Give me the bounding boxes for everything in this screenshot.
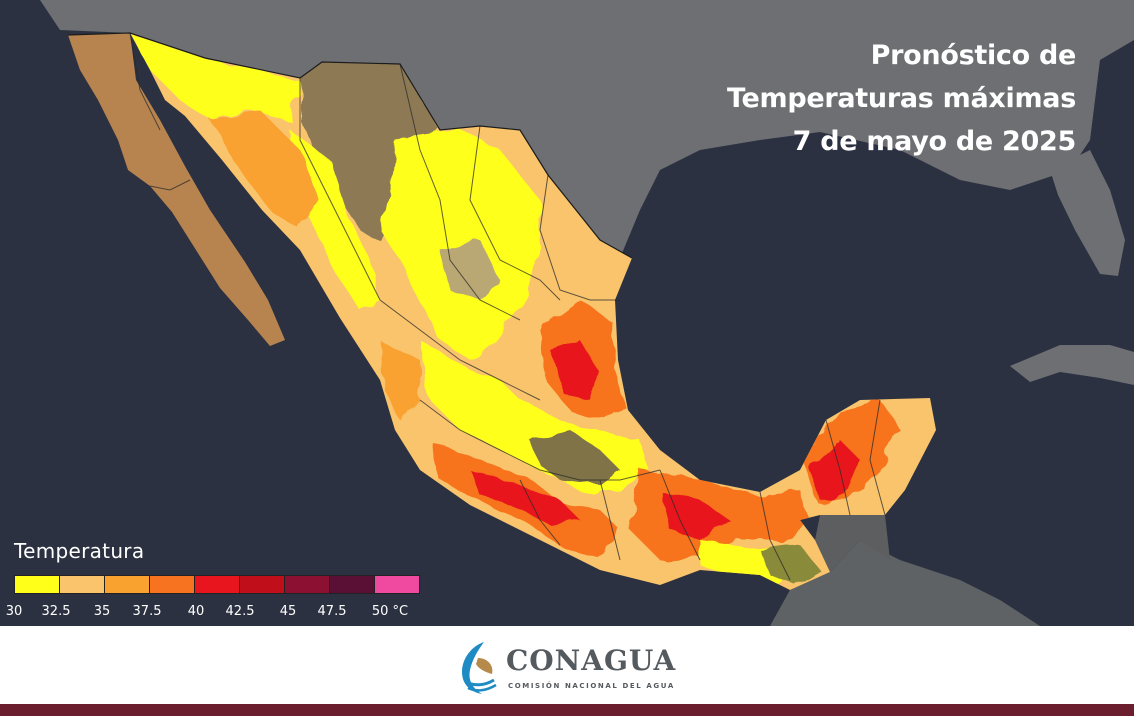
zone-40-huasteca bbox=[550, 340, 598, 400]
florida-land bbox=[1050, 150, 1125, 276]
legend-swatch bbox=[150, 576, 195, 593]
bottom-bar bbox=[0, 704, 1134, 716]
us-mexico-border bbox=[67, 32, 633, 259]
legend-tick: 35 bbox=[93, 604, 111, 619]
belize-guatemala-land bbox=[815, 515, 890, 572]
title-line-3: 7 de mayo de 2025 bbox=[792, 126, 1077, 157]
legend-title: Temperatura bbox=[14, 539, 145, 563]
conagua-subtitle: COMISIÓN NACIONAL DEL AGUA bbox=[508, 682, 675, 690]
legend-swatch bbox=[240, 576, 285, 593]
legend-swatch bbox=[330, 576, 375, 593]
zone-bare-patch bbox=[440, 240, 500, 300]
zone-40-isthmus bbox=[660, 490, 730, 540]
title-line-1: Pronóstico de bbox=[870, 40, 1077, 71]
temperature-map: Pronóstico de Temperaturas máximas 7 de … bbox=[0, 0, 1134, 626]
map-graphic bbox=[40, 0, 1134, 626]
legend-tick: 42.5 bbox=[225, 604, 255, 619]
legend-swatch bbox=[375, 576, 419, 593]
usa-land bbox=[40, 0, 1134, 258]
legend-swatch bbox=[195, 576, 240, 593]
zone-bare-center bbox=[530, 430, 620, 485]
baja-california bbox=[68, 33, 285, 346]
zone-30-northwest bbox=[130, 33, 300, 120]
legend-tick: 47.5 bbox=[317, 604, 347, 619]
zone-35-nayarit bbox=[380, 340, 420, 420]
legend-tick: 45 bbox=[279, 604, 297, 619]
zone-bare-chiapas bbox=[760, 545, 820, 585]
legend-tick: 50 °C bbox=[371, 604, 409, 619]
zone-40-guerrero bbox=[470, 470, 580, 525]
state-borders bbox=[129, 32, 886, 581]
central-america-land bbox=[770, 540, 1040, 626]
conagua-name: CONAGUA bbox=[506, 644, 677, 677]
footer: CONAGUA COMISIÓN NACIONAL DEL AGUA bbox=[0, 626, 1134, 704]
legend-tick: 30 bbox=[5, 604, 23, 619]
legend-swatch bbox=[105, 576, 150, 593]
zone-35-sonora bbox=[210, 110, 320, 230]
legend-color-bar bbox=[14, 575, 420, 594]
legend-ticks: 30 32.5 35 37.5 40 42.5 45 47.5 50 °C bbox=[0, 604, 440, 624]
legend-tick: 32.5 bbox=[41, 604, 71, 619]
conagua-logo: CONAGUA COMISIÓN NACIONAL DEL AGUA bbox=[454, 638, 694, 696]
zone-40-campeche bbox=[810, 440, 860, 500]
legend-tick: 40 bbox=[187, 604, 205, 619]
conagua-wave-icon bbox=[462, 642, 497, 694]
map-title: Pronóstico de Temperaturas máximas 7 de … bbox=[727, 34, 1076, 163]
legend-tick: 37.5 bbox=[132, 604, 162, 619]
legend-swatch bbox=[60, 576, 105, 593]
title-line-2: Temperaturas máximas bbox=[726, 83, 1076, 114]
legend-swatch bbox=[15, 576, 60, 593]
cuba-land bbox=[1010, 345, 1134, 385]
legend-swatch bbox=[285, 576, 330, 593]
